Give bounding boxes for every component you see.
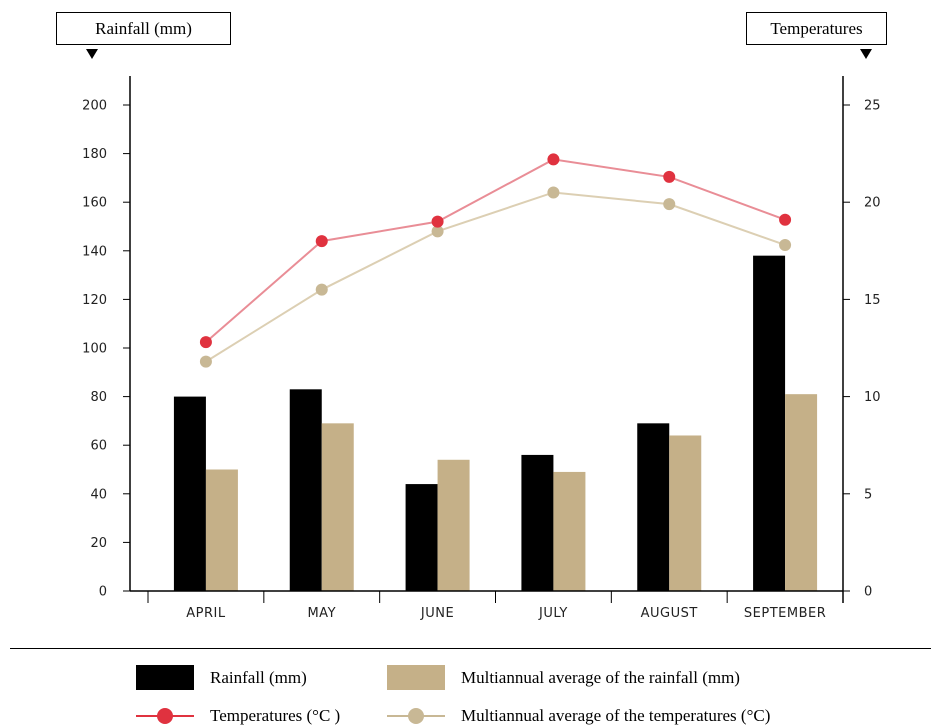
left-tick-label: 60	[90, 439, 107, 454]
left-axis-title-text: Rainfall (mm)	[95, 19, 192, 38]
legend-swatch-rainfall-avg	[387, 665, 445, 690]
point-temperature	[779, 213, 792, 226]
point-temperature	[663, 170, 676, 183]
bar-rainfall-avg	[553, 471, 586, 591]
legend-swatch-rainfall	[136, 665, 194, 690]
line-temperature	[205, 158, 786, 343]
combo-chart: 0 20 40 60 80 100 120 140 160 180 200 0 5 10 15 20 25 A…	[82, 76, 881, 621]
bar-rainfall-avg	[205, 469, 238, 591]
left-tick-label: 140	[82, 244, 107, 259]
left-tick-label: 80	[90, 390, 107, 405]
right-tick-label: 15	[864, 293, 881, 308]
x-tick-label: APRIL	[186, 606, 226, 621]
point-temperature-avg	[663, 198, 676, 211]
bar-rainfall-avg	[321, 423, 354, 591]
right-axis-title: Temperatures	[746, 12, 887, 45]
right-tick-label: 5	[864, 487, 872, 502]
right-axis-arrow-icon	[860, 49, 872, 59]
point-temperature-avg	[779, 238, 792, 251]
right-tick-label: 10	[864, 390, 881, 405]
bar-rainfall	[289, 389, 322, 591]
bar-rainfall	[637, 423, 670, 591]
point-temperature	[199, 336, 212, 349]
x-tick-label: MAY	[307, 606, 336, 621]
point-temperature-avg	[431, 225, 444, 238]
bar-rainfall	[753, 255, 786, 591]
x-tick-label: JUNE	[420, 606, 454, 621]
bar-rainfall-avg	[437, 459, 470, 591]
legend-item-temperature: Temperatures (°C )	[136, 706, 340, 726]
left-axis-ticks: 0 20 40 60 80 100 120 140 160 180 200	[82, 99, 130, 600]
left-tick-label: 200	[82, 99, 107, 114]
x-tick-label: AUGUST	[641, 606, 698, 621]
bar-rainfall	[173, 396, 206, 591]
bar-rainfall-avg	[669, 435, 702, 591]
line-temperature-avg	[205, 191, 786, 363]
legend-label-rainfall-avg: Multiannual average of the rainfall (mm)	[461, 667, 740, 687]
right-tick-label: 20	[864, 196, 881, 211]
left-tick-label: 180	[82, 147, 107, 162]
left-tick-label: 120	[82, 293, 107, 308]
bar-rainfall	[405, 484, 438, 591]
axes	[129, 76, 844, 603]
legend-label-rainfall: Rainfall (mm)	[210, 667, 307, 687]
x-axis-ticks: APRIL MAY JUNE JULY AUGUST SEPTEMBER	[147, 591, 844, 621]
legend-divider	[10, 648, 931, 649]
left-tick-label: 20	[90, 536, 107, 551]
legend-label-temperature: Temperatures (°C )	[210, 706, 341, 725]
right-tick-label: 0	[864, 585, 872, 600]
x-tick-label: JULY	[538, 606, 568, 621]
legend-label-temperature-avg: Multiannual average of the temperatures …	[461, 706, 771, 725]
bar-series	[173, 255, 818, 591]
legend-item-temperature-avg: Multiannual average of the temperatures …	[387, 706, 770, 726]
right-tick-label: 25	[864, 99, 881, 114]
legend-item-rainfall-avg: Multiannual average of the rainfall (mm)	[387, 665, 740, 690]
left-tick-label: 40	[90, 487, 107, 502]
left-tick-label: 0	[99, 585, 107, 600]
bar-rainfall-avg	[785, 394, 818, 591]
right-axis-title-text: Temperatures	[770, 19, 863, 38]
left-tick-label: 160	[82, 196, 107, 211]
point-temperature	[315, 235, 328, 248]
bar-rainfall	[521, 454, 554, 591]
point-temperature	[431, 215, 444, 228]
legend-item-rainfall: Rainfall (mm)	[136, 665, 307, 690]
right-axis-ticks: 0 5 10 15 20 25	[843, 99, 881, 600]
left-axis-title: Rainfall (mm)	[56, 12, 231, 45]
point-temperature-avg	[315, 283, 328, 296]
point-temperature-avg	[199, 355, 212, 368]
line-series	[199, 153, 792, 368]
legend-swatch-temperature-avg	[387, 708, 445, 724]
legend-swatch-temperature	[136, 708, 194, 724]
x-tick-label: SEPTEMBER	[744, 606, 826, 621]
point-temperature-avg	[547, 186, 560, 199]
left-axis-arrow-icon	[86, 49, 98, 59]
left-tick-label: 100	[82, 342, 107, 357]
point-temperature	[547, 153, 560, 166]
